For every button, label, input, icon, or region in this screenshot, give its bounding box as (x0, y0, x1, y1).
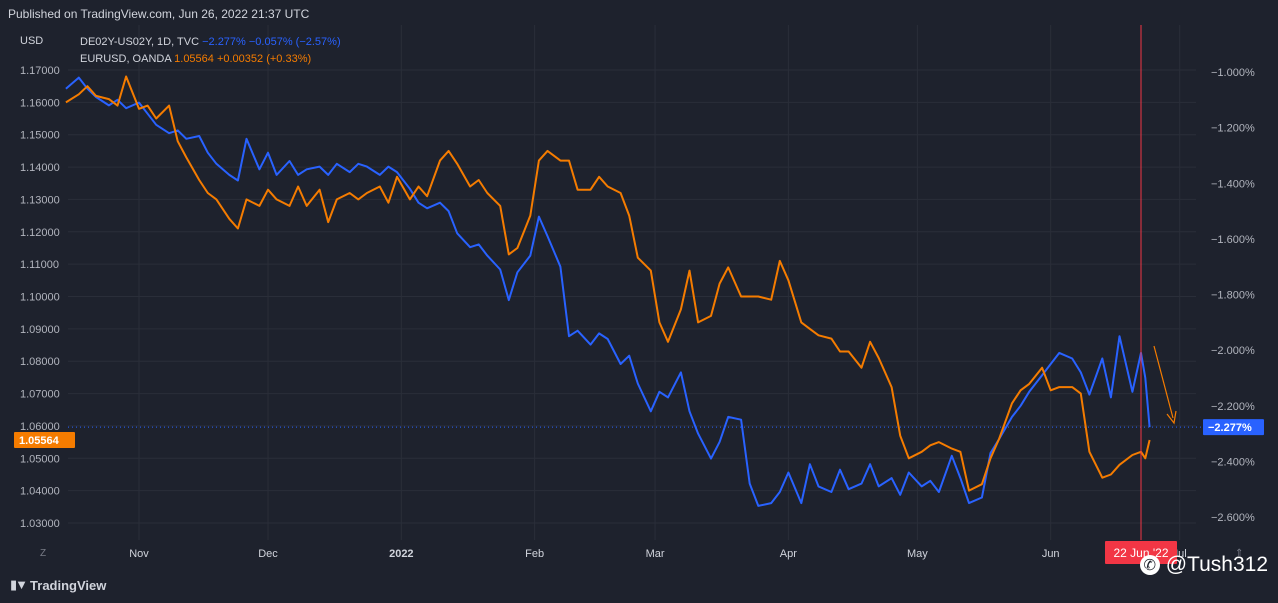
x-axis-tick-label: Nov (129, 548, 149, 560)
x-axis-tick-label: May (907, 548, 928, 560)
right-axis-tick-label: −1.400% (1211, 178, 1255, 190)
left-axis-tick-label: 1.10000 (20, 292, 60, 304)
eurusd-last-value-text: 1.05564 (19, 435, 60, 447)
author-watermark: ✆ @Tush312 (1139, 553, 1268, 577)
left-axis-tick-label: 1.09000 (20, 324, 60, 336)
left-axis-tick-label: 1.11000 (20, 259, 59, 271)
cursor-date-badge (1105, 541, 1177, 564)
spread-last-value-text: −2.277% (1208, 422, 1252, 434)
left-axis-tick-label: 1.07000 (20, 389, 60, 401)
legend-spread-entry[interactable]: DE02Y-US02Y, 1D, TVC −2.277% −0.057% (−2… (80, 36, 341, 48)
tradingview-logo-icon: ▮▼ (10, 577, 28, 592)
right-axis-tick-label: −2.000% (1211, 345, 1255, 357)
left-axis-tick-label: 1.17000 (20, 65, 60, 77)
x-axis-tick-label: 2022 (389, 548, 413, 560)
x-axis-tick-label: Jun (1042, 548, 1060, 560)
annotation-arrow-head (1166, 410, 1177, 425)
right-axis-tick-label: −1.800% (1211, 290, 1255, 302)
x-axis-tick-label: Dec (258, 548, 278, 560)
annotation-arrow-shaft (1153, 345, 1174, 419)
right-axis-tick-label: −1.600% (1211, 234, 1255, 246)
left-axis-tick-label: 1.08000 (20, 356, 60, 368)
left-axis-tick-label: 1.03000 (20, 518, 60, 530)
eurusd-last-value-badge (14, 432, 75, 449)
published-header: Published on TradingView.com, Jun 26, 20… (8, 7, 310, 21)
x-axis-tick-label: Apr (780, 548, 797, 560)
timezone-corner-label: Z (40, 548, 46, 559)
legend-eurusd-entry[interactable]: EURUSD, OANDA 1.05564 +0.00352 (+0.33%) (80, 53, 311, 65)
scroll-to-latest-icon: ⇑ (1235, 548, 1243, 559)
left-axis-tick-label: 1.06000 (20, 421, 60, 433)
eurusd-series-line[interactable] (65, 75, 1151, 492)
watermark-text: @Tush312 (1165, 553, 1268, 576)
right-axis-tick-label: −2.600% (1211, 512, 1255, 524)
x-axis-tick-label: Feb (525, 548, 544, 560)
spread-series-line[interactable] (65, 76, 1151, 507)
left-axis-tick-label: 1.12000 (20, 227, 60, 239)
right-axis-tick-label: −1.000% (1211, 67, 1255, 79)
left-axis-tick-label: 1.15000 (20, 130, 60, 142)
x-axis-tick-label: Mar (646, 548, 665, 560)
left-axis-tick-label: 1.04000 (20, 486, 60, 498)
right-axis-tick-label: −1.200% (1211, 123, 1255, 135)
left-axis-tick-label: 1.13000 (20, 194, 60, 206)
weibo-icon: ✆ (1139, 555, 1160, 575)
left-axis-unit-label: USD (20, 35, 43, 47)
spread-last-value-badge (1203, 419, 1264, 436)
tradingview-brand-text: TradingView (30, 577, 107, 593)
left-axis-tick-label: 1.05000 (20, 453, 60, 465)
left-axis-tick-label: 1.14000 (20, 162, 60, 174)
left-axis-tick-label: 1.16000 (20, 97, 60, 109)
tradingview-footer[interactable]: ▮▼ TradingView (10, 577, 106, 593)
right-axis-tick-label: −2.400% (1211, 456, 1255, 468)
right-axis-tick-label: −2.200% (1211, 401, 1255, 413)
